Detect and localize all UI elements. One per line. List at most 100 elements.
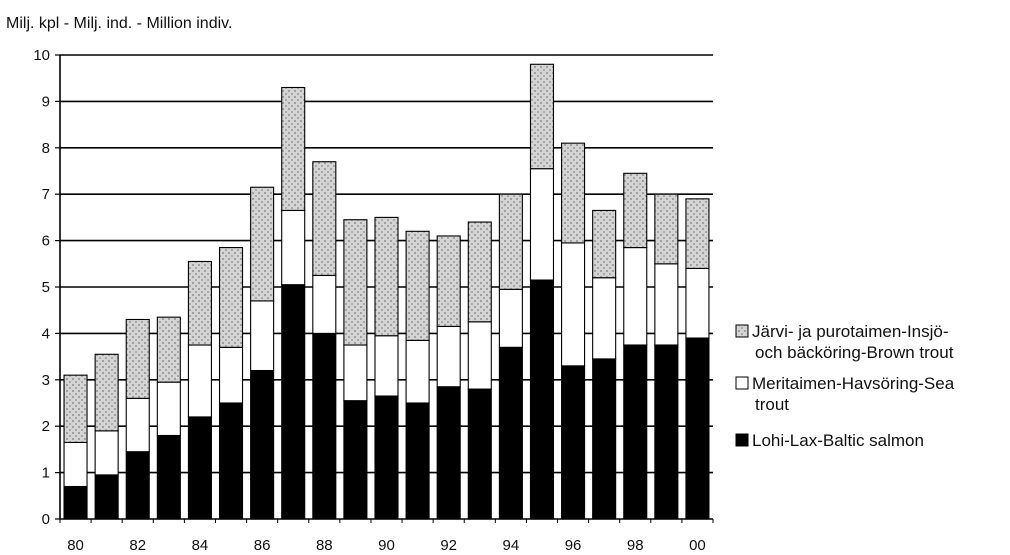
bar-segment-1988-series-2 <box>312 161 337 276</box>
legend-swatch <box>735 433 749 447</box>
legend-swatch <box>735 324 749 338</box>
x-tick-label: 98 <box>627 537 644 554</box>
y-tick-label: 2 <box>42 418 50 435</box>
bar-segment-1991-series-0 <box>405 402 430 520</box>
bar-segment-1981-series-0 <box>94 474 119 520</box>
bar-segment-1993-series-0 <box>467 388 492 520</box>
bar-segment-1982-series-2 <box>125 318 150 399</box>
bar-segment-1988-series-1 <box>312 274 337 334</box>
x-tick-label: 96 <box>565 537 582 554</box>
y-tick-label: 1 <box>42 465 50 482</box>
bar-segment-1994-series-2 <box>498 193 523 290</box>
bar-segment-1998-series-0 <box>623 344 648 520</box>
bar-segment-1989-series-0 <box>343 400 368 520</box>
bar-segment-1985-series-0 <box>218 402 244 520</box>
bar-segment-1983-series-0 <box>156 434 181 520</box>
bar-segment-1990-series-0 <box>374 395 399 520</box>
bar-segment-1991-series-2 <box>405 230 430 341</box>
bar-segment-1984-series-1 <box>187 344 212 418</box>
legend-swatch <box>735 376 749 390</box>
x-tick-label: 92 <box>440 537 457 554</box>
bar-segment-1984-series-2 <box>187 260 212 346</box>
bar-segment-1994-series-1 <box>498 288 523 348</box>
x-tick-label: 00 <box>689 537 706 554</box>
legend-label: Järvi- ja purotaimen-Insjö- <box>752 322 949 341</box>
bar-segment-1999-series-0 <box>654 344 679 520</box>
bar-segment-1992-series-1 <box>436 325 461 388</box>
y-tick-label: 0 <box>42 511 50 528</box>
bar-segment-1981-series-2 <box>94 353 119 432</box>
bar-segment-1996-series-0 <box>561 365 586 520</box>
y-axis-ticks: 0 1 2 3 4 5 6 7 8 9 10 <box>33 47 60 528</box>
bar-segment-1987-series-0 <box>281 284 306 520</box>
bar-segment-1999-series-2 <box>654 193 679 265</box>
x-tick-label: 90 <box>378 537 395 554</box>
x-tick-label: 84 <box>192 537 209 554</box>
bar-segment-1994-series-0 <box>498 346 523 520</box>
bars <box>63 63 710 520</box>
x-tick-label: 80 <box>67 537 84 554</box>
bar-segment-1984-series-0 <box>187 416 212 520</box>
y-tick-label: 3 <box>42 372 50 389</box>
legend-label: Meritaimen-Havsöring-Sea <box>752 374 955 393</box>
bar-segment-1998-series-1 <box>623 247 648 346</box>
bar-segment-1998-series-2 <box>623 172 648 249</box>
y-tick-label: 8 <box>42 140 50 157</box>
bar-segment-2000-series-1 <box>685 267 710 339</box>
bar-segment-1985-series-1 <box>218 346 244 404</box>
y-tick-label: 10 <box>33 47 50 64</box>
bar-segment-1995-series-0 <box>529 279 555 520</box>
bar-segment-1989-series-2 <box>343 219 368 346</box>
bar-segment-1991-series-1 <box>405 339 430 404</box>
bar-segment-1997-series-0 <box>592 358 617 520</box>
bar-segment-1992-series-2 <box>436 235 461 327</box>
bar-segment-1997-series-2 <box>592 209 617 279</box>
bar-segment-1987-series-2 <box>281 86 306 211</box>
bar-segment-1986-series-2 <box>250 186 275 302</box>
y-tick-label: 4 <box>42 325 50 342</box>
x-tick-label: 94 <box>503 537 520 554</box>
bar-segment-1993-series-2 <box>467 221 492 323</box>
bar-segment-1983-series-1 <box>156 381 181 437</box>
bar-segment-1980-series-1 <box>63 441 88 488</box>
y-tick-label: 9 <box>42 93 50 110</box>
x-tick-label: 82 <box>129 537 146 554</box>
bar-segment-2000-series-0 <box>685 337 710 520</box>
bar-segment-1993-series-1 <box>467 321 492 390</box>
bar-segment-1986-series-1 <box>250 300 275 372</box>
y-tick-label: 6 <box>42 233 50 250</box>
y-tick-label: 7 <box>42 186 50 203</box>
bar-segment-1996-series-1 <box>561 242 586 367</box>
bar-segment-1980-series-2 <box>63 374 88 443</box>
bar-segment-1996-series-2 <box>561 142 586 244</box>
bar-segment-1990-series-2 <box>374 216 399 337</box>
x-tick-label: 86 <box>254 537 271 554</box>
bar-segment-1990-series-1 <box>374 335 399 397</box>
y-tick-label: 5 <box>42 279 50 296</box>
bar-segment-1997-series-1 <box>592 277 617 360</box>
legend-label: Lohi-Lax-Baltic salmon <box>752 431 924 450</box>
bar-segment-1981-series-1 <box>94 430 119 476</box>
bar-segment-2000-series-2 <box>685 198 710 269</box>
bar-segment-1995-series-2 <box>529 63 555 170</box>
bar-segment-1987-series-1 <box>281 209 306 286</box>
bar-segment-1982-series-0 <box>125 451 150 520</box>
legend: Järvi- ja purotaimen-Insjö-och bäcköring… <box>735 322 955 450</box>
x-tick-label: 88 <box>316 537 333 554</box>
axes <box>59 55 713 520</box>
bar-segment-1982-series-1 <box>125 397 150 453</box>
bar-segment-1995-series-1 <box>529 168 555 281</box>
bar-segment-1980-series-0 <box>63 485 88 520</box>
bar-segment-1992-series-0 <box>436 386 461 520</box>
bar-segment-1983-series-2 <box>156 316 181 383</box>
legend-label: trout <box>755 395 789 414</box>
x-axis-ticks: 80 82 84 86 88 90 92 94 96 98 00 <box>59 519 714 554</box>
bar-segment-1985-series-2 <box>218 247 244 348</box>
bar-segment-1989-series-1 <box>343 344 368 402</box>
bar-segment-1999-series-1 <box>654 263 679 346</box>
legend-label: och bäcköring-Brown trout <box>755 343 954 362</box>
bar-segment-1988-series-0 <box>312 332 337 520</box>
y-unit-label: Milj. kpl - Milj. ind. - Million indiv. <box>6 15 232 32</box>
bar-segment-1986-series-0 <box>250 369 275 520</box>
